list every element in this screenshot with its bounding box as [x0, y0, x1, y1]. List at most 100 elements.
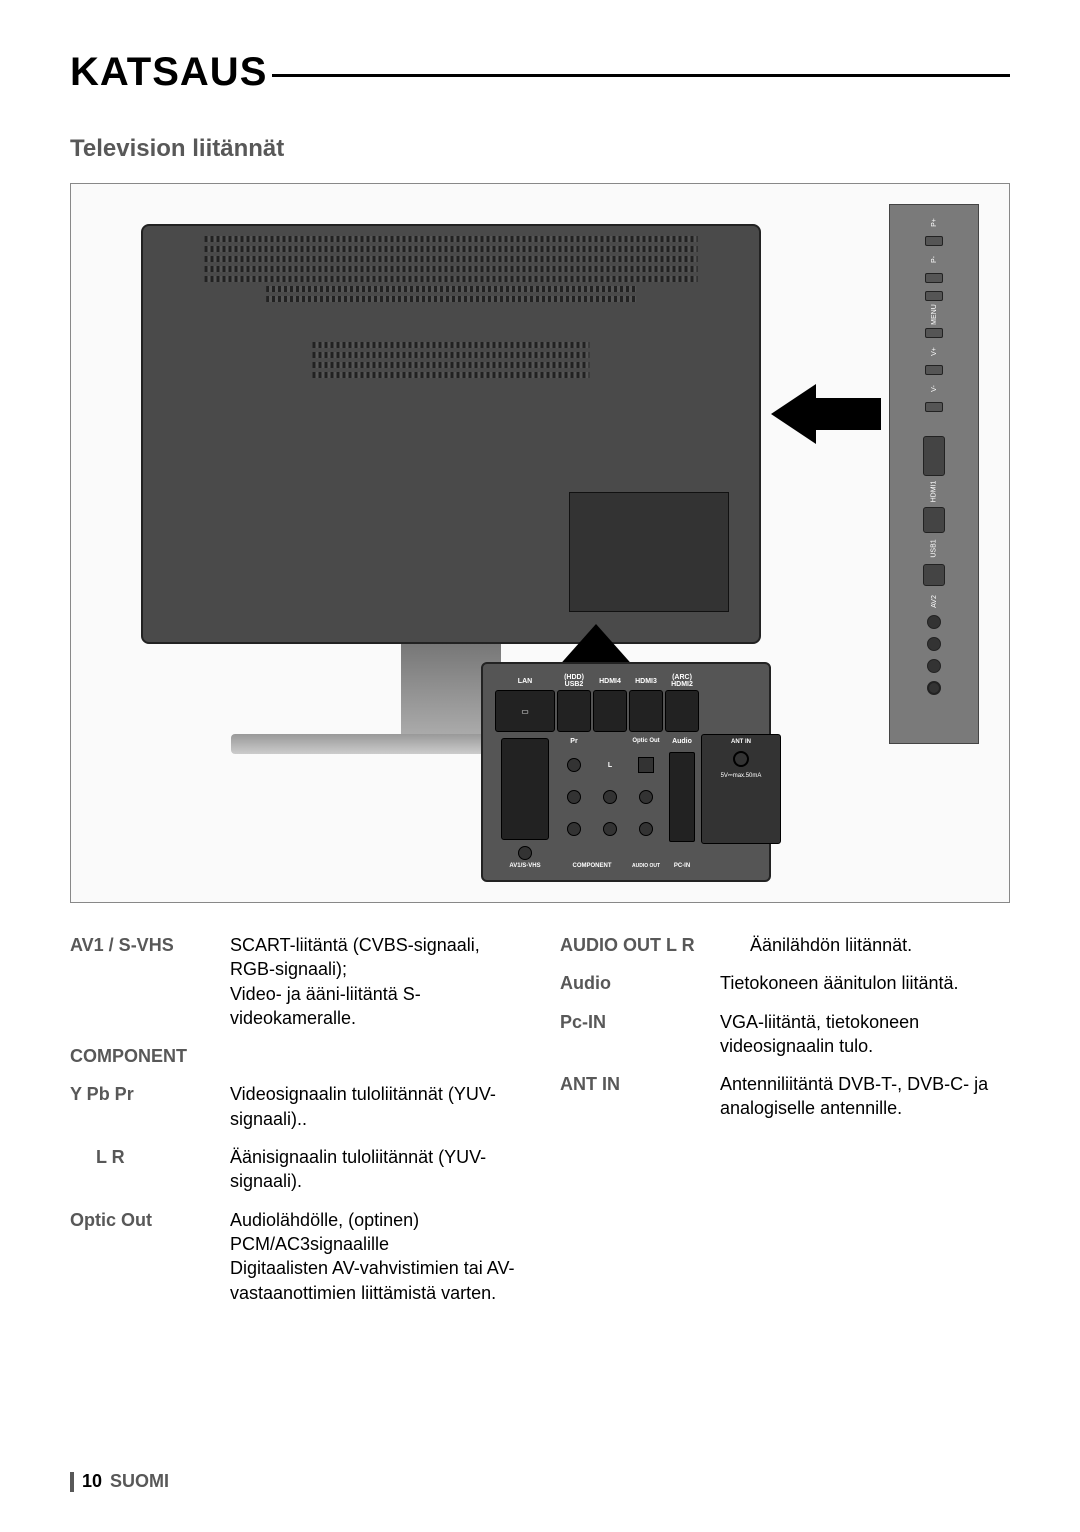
button-icon: [925, 273, 943, 283]
r-jack-icon: [639, 822, 653, 836]
side-btn-p-minus: P-: [931, 256, 938, 263]
label-component: COMPONENT: [557, 862, 627, 870]
definition-entry: ANT INAntenniliitäntä DVB-T-, DVB-C- ja …: [560, 1072, 1010, 1121]
definition-desc: Videosignaalin tuloliitännät (YUV-signaa…: [230, 1082, 520, 1131]
definition-term: AV1 / S-VHS: [70, 933, 230, 1030]
hdmi3-port-icon: [629, 690, 663, 732]
footer-bar-icon: [70, 1472, 74, 1492]
definition-term: ANT IN: [560, 1072, 720, 1121]
l-jack-icon: [639, 790, 653, 804]
definition-term: Y Pb Pr: [70, 1082, 230, 1131]
label-av2: AV2: [931, 595, 938, 608]
jack-l-icon: [927, 615, 941, 629]
definition-term: AUDIO OUT L R: [560, 933, 750, 957]
button-icon: [925, 291, 943, 301]
heading-row: KATSAUS: [70, 50, 1010, 95]
label-ant-in: ANT IN: [731, 739, 751, 745]
label-audio-out: AUDIO OUT: [629, 862, 663, 870]
definition-desc: Audiolähdölle, (optinen) PCM/AC3signaali…: [230, 1208, 520, 1305]
arrow-left-icon: [771, 384, 881, 444]
tv-rear-connector-panel: [569, 492, 729, 612]
definition-entry: AV1 / S-VHSSCART-liitäntä (CVBS-signaali…: [70, 933, 520, 1030]
definition-entry: Pc-INVGA-liitäntä, tietokoneen videosign…: [560, 1010, 1010, 1059]
rear-panel-zoom: LAN (HDD)USB2 HDMI4 HDMI3 (ARC)HDMI2 ▭ P…: [481, 662, 771, 882]
definition-entry: Y Pb PrVideosignaalin tuloliitännät (YUV…: [70, 1082, 520, 1131]
page-heading: KATSAUS: [70, 50, 267, 95]
audio-jack-icon: [567, 790, 581, 804]
right-column: AUDIO OUT L RÄänilähdön liitännät. AudioT…: [560, 933, 1010, 1319]
jack-r-icon: [927, 637, 941, 651]
definition-desc: Tietokoneen äänitulon liitäntä.: [720, 971, 1010, 995]
audio-l-jack-icon: [567, 822, 581, 836]
page-number: 10: [82, 1471, 102, 1492]
jack-video-icon: [927, 659, 941, 673]
hdmi1-port-icon: [923, 507, 945, 533]
y-jack-icon: [603, 822, 617, 836]
tv-diagram: P+ P- MENU V+ V- HDMI1 USB1 AV2 LAN (HDD…: [70, 183, 1010, 903]
definition-term: Audio: [560, 971, 720, 995]
usb2-port-icon: [557, 690, 591, 732]
scart-port-icon: [501, 738, 549, 840]
side-panel-inset: P+ P- MENU V+ V- HDMI1 USB1 AV2: [889, 204, 979, 744]
definition-desc: VGA-liitäntä, tietokoneen videosignaalin…: [720, 1010, 1010, 1059]
label-hdmi2: HDMI2: [671, 681, 693, 688]
button-icon: [925, 365, 943, 375]
label-ant-spec: 5V⎓max.50mA: [721, 773, 762, 780]
hdmi2-port-icon: [665, 690, 699, 732]
definition-desc: Äänilähdön liitännät.: [750, 933, 1010, 957]
definition-entry: Optic OutAudiolähdölle, (optinen) PCM/AC…: [70, 1208, 520, 1305]
antenna-box: ANT IN 5V⎓max.50mA: [701, 734, 781, 844]
label-optic: Optic Out: [629, 734, 663, 748]
hdmi4-port-icon: [593, 690, 627, 732]
side-btn-p-plus: P+: [930, 218, 937, 227]
headphone-jack-icon: [927, 681, 941, 695]
heading-rule: [272, 74, 1010, 77]
definition-entry: L RÄänisignaalin tuloliitännät (YUV-sign…: [70, 1145, 520, 1194]
page-footer: 10 SUOMI: [70, 1471, 169, 1492]
label-usb2: USB2: [565, 681, 584, 688]
definition-entry: COMPONENT: [70, 1044, 520, 1068]
lan-port-icon: ▭: [495, 690, 555, 732]
definition-entry: AUDIO OUT L RÄänilähdön liitännät.: [560, 933, 1010, 957]
definitions-columns: AV1 / S-VHSSCART-liitäntä (CVBS-signaali…: [70, 933, 1010, 1319]
label-l: L: [593, 750, 627, 780]
definition-entry: AudioTietokoneen äänitulon liitäntä.: [560, 971, 1010, 995]
label-hdmi4: HDMI4: [593, 674, 627, 688]
definition-term: Optic Out: [70, 1208, 230, 1305]
ci-slot-icon: [923, 436, 945, 476]
button-icon: [925, 236, 943, 246]
usb1-port-icon: [923, 564, 945, 586]
side-btn-v-minus: V-: [931, 385, 938, 392]
label-hdd: (HDD): [564, 674, 584, 681]
definition-desc: [230, 1044, 520, 1068]
definition-desc: SCART-liitäntä (CVBS-signaali, RGB-signa…: [230, 933, 520, 1030]
definition-desc: Antenniliitäntä DVB-T-, DVB-C- ja analog…: [720, 1072, 1010, 1121]
side-btn-menu: MENU: [931, 304, 938, 325]
label-hdmi1: HDMI1: [931, 481, 938, 503]
definition-desc: Äänisignaalin tuloliitännät (YUV-signaal…: [230, 1145, 520, 1194]
left-column: AV1 / S-VHSSCART-liitäntä (CVBS-signaali…: [70, 933, 520, 1319]
footer-language: SUOMI: [110, 1471, 169, 1492]
label-usb1: USB1: [930, 539, 937, 557]
button-icon: [925, 402, 943, 412]
pr-jack-icon: [567, 758, 581, 772]
label-lan: LAN: [495, 674, 555, 688]
label-audio: Audio: [665, 734, 699, 748]
vga-port-icon: [669, 752, 695, 842]
definition-term: L R: [70, 1145, 230, 1194]
button-icon: [925, 328, 943, 338]
label-hdmi3: HDMI3: [629, 674, 663, 688]
label-arc: (ARC): [672, 674, 692, 681]
definition-term: Pc-IN: [560, 1010, 720, 1059]
antenna-coax-icon: [733, 751, 749, 767]
definition-term: COMPONENT: [70, 1044, 230, 1068]
tv-rear-body: [141, 224, 761, 644]
audio-r-jack-icon: [518, 846, 532, 860]
label-av1-svhs: AV1/S-VHS: [495, 862, 555, 870]
label-pr: Pr: [557, 734, 591, 748]
optic-port-icon: [638, 757, 654, 773]
subheading: Television liitännät: [70, 135, 1010, 163]
side-btn-v-plus: V+: [930, 347, 937, 356]
label-pc-in: PC-IN: [665, 862, 699, 870]
pb-jack-icon: [603, 790, 617, 804]
